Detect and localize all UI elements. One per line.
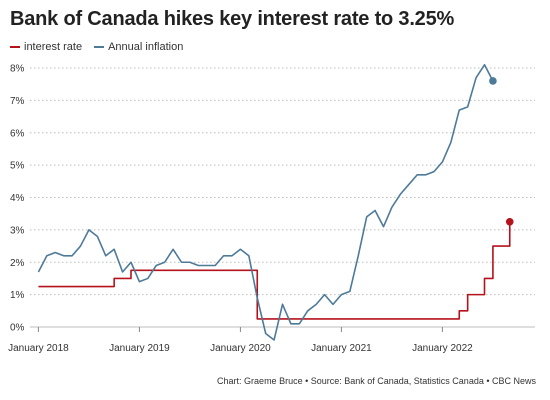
x-tick-label: January 2019 xyxy=(109,343,170,354)
y-tick-label: 6% xyxy=(10,128,25,139)
line-chart: 0% 1% 2% 3% 4% 5% 6% 7% 8% January 2018 January 20… xyxy=(8,63,535,354)
y-tick-label: 2% xyxy=(10,258,25,269)
chart-source-credit: Chart: Graeme Bruce • Source: Bank of Ca… xyxy=(217,376,536,386)
y-tick-label: 3% xyxy=(10,225,25,236)
series-line-annual-inflation xyxy=(37,63,494,341)
y-tick-label: 1% xyxy=(10,290,25,301)
chart-title: Bank of Canada hikes key interest rate t… xyxy=(10,8,455,30)
y-tick-label: 5% xyxy=(10,161,25,172)
series-line-interest-rate xyxy=(38,221,511,320)
legend-swatch-annual-inflation xyxy=(94,46,105,48)
chart-legend: interest rate Annual inflation xyxy=(10,41,189,53)
x-tick-label: January 2021 xyxy=(311,343,372,354)
end-marker-interest-rate xyxy=(505,217,514,226)
x-tick-label: January 2022 xyxy=(412,343,473,354)
y-tick-label: 8% xyxy=(10,64,25,75)
legend-label-interest-rate: interest rate xyxy=(24,41,83,53)
legend-swatch-interest-rate xyxy=(10,46,20,48)
legend-item-interest-rate: interest rate xyxy=(10,41,82,53)
x-tick-label: January 2020 xyxy=(210,343,271,354)
legend-label-annual-inflation: Annual inflation xyxy=(108,41,184,53)
y-tick-label: 4% xyxy=(10,193,25,204)
y-tick-label: 7% xyxy=(10,96,25,107)
x-tick-label: January 2018 xyxy=(8,343,69,354)
end-marker-annual-inflation xyxy=(489,77,497,85)
legend-item-annual-inflation: Annual inflation xyxy=(94,41,183,53)
y-tick-label: 0% xyxy=(10,323,25,334)
